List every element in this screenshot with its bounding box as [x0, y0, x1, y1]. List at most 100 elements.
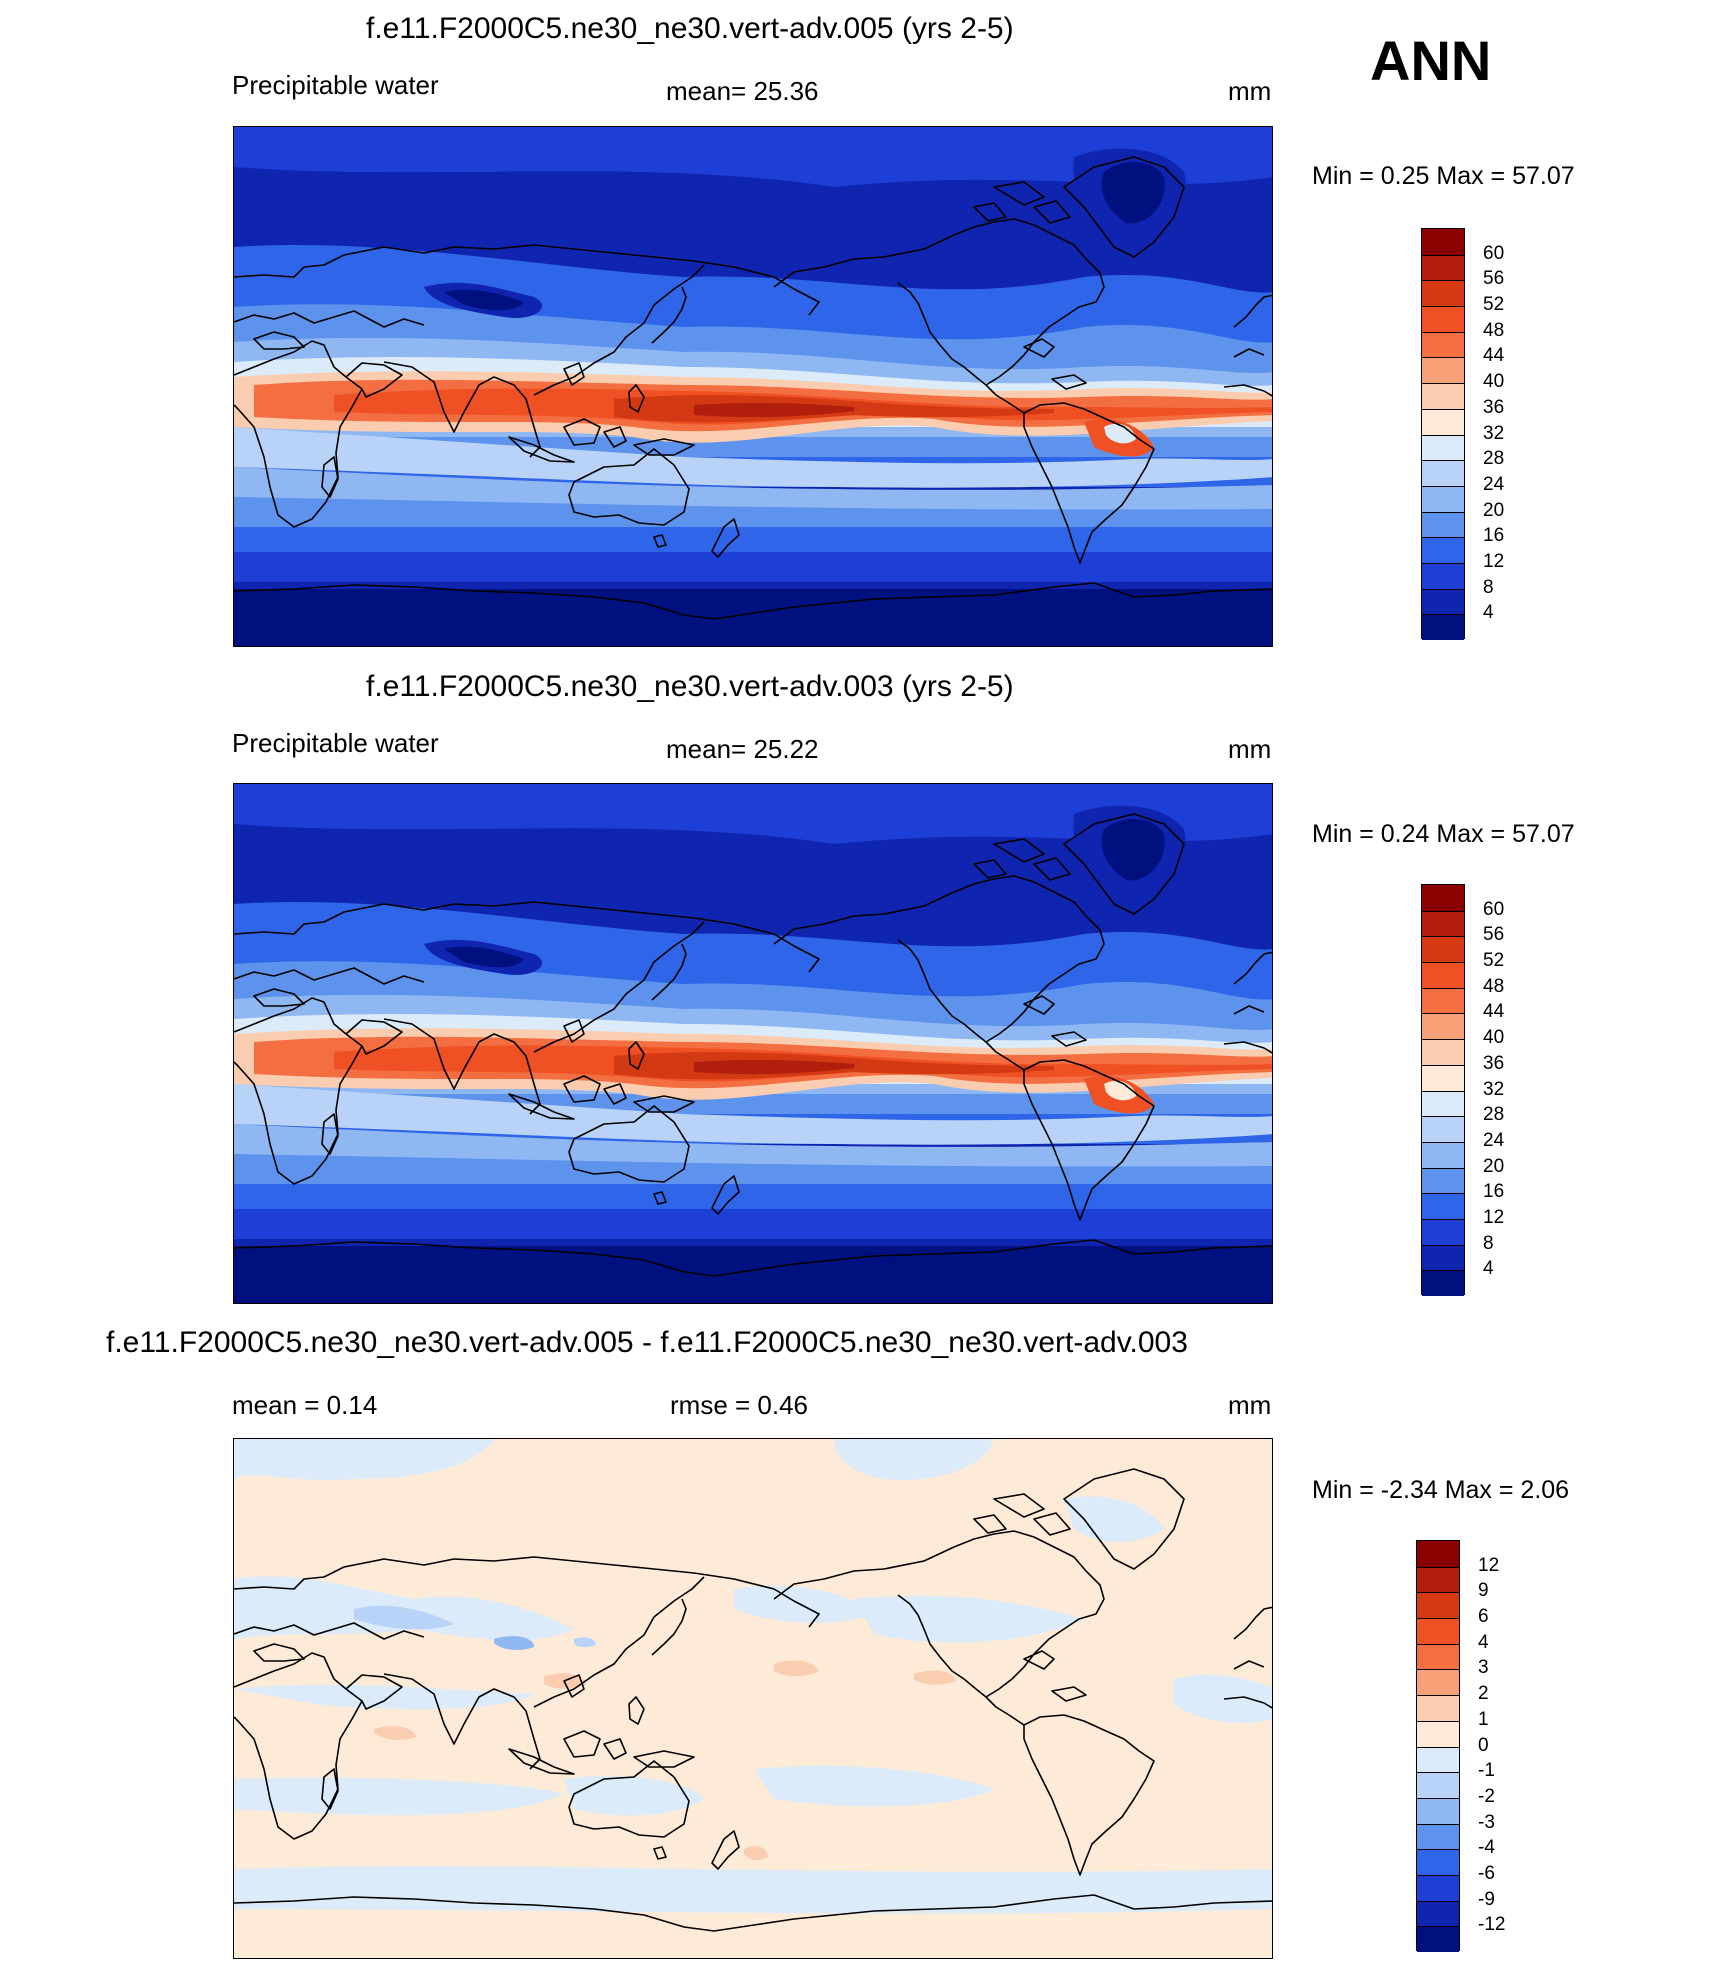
colorbar-box	[1416, 1540, 1460, 1952]
colorbar-swatch	[1422, 460, 1464, 486]
panel1-map	[233, 126, 1273, 647]
colorbar-swatch	[1422, 885, 1464, 911]
colorbar-swatch	[1422, 511, 1464, 538]
colorbar-swatch	[1417, 1720, 1459, 1747]
colorbar-swatch	[1422, 254, 1464, 281]
panel2-units-label: mm	[1228, 734, 1272, 764]
colorbar-swatch	[1422, 1039, 1464, 1065]
colorbar-label: 60	[1483, 898, 1505, 920]
colorbar-label: 2	[1478, 1683, 1489, 1705]
colorbar-label: -4	[1478, 1837, 1495, 1859]
colorbar-swatch	[1417, 1643, 1459, 1670]
colorbar-label: 56	[1483, 924, 1505, 946]
panel2-variable-label: Precipitable water	[232, 728, 439, 758]
colorbar-label: 36	[1483, 396, 1505, 418]
colorbar-label: -3	[1478, 1811, 1495, 1833]
colorbar-label: 40	[1483, 1027, 1505, 1049]
colorbar-label: 8	[1483, 1232, 1494, 1254]
panel2-title: f.e11.F2000C5.ne30_ne30.vert-adv.003 (yr…	[366, 670, 1014, 703]
panel3-mean-label: mean = 0.14	[232, 1390, 378, 1420]
colorbar-swatch	[1417, 1772, 1459, 1798]
colorbar-label: 60	[1483, 242, 1505, 264]
colorbar-swatch	[1422, 1141, 1464, 1168]
colorbar-label: -6	[1478, 1862, 1495, 1884]
colorbar-swatch	[1417, 1926, 1459, 1952]
colorbar-label: 28	[1483, 448, 1505, 470]
colorbar-label: 1	[1478, 1708, 1489, 1730]
colorbar-label: -9	[1478, 1888, 1495, 1910]
colorbar-label: 12	[1483, 550, 1505, 572]
colorbar-label: 36	[1483, 1052, 1505, 1074]
colorbar-swatch	[1417, 1592, 1459, 1619]
colorbar-swatch	[1422, 229, 1464, 255]
colorbar-swatch	[1422, 434, 1464, 461]
colorbar-box	[1421, 884, 1465, 1296]
panel2-colorbar: 60 56 52 48 44 40 36 32 28 24 20 16 12 8 4	[1421, 884, 1504, 1296]
colorbar-swatch	[1422, 408, 1464, 435]
colorbar-swatch	[1422, 962, 1464, 988]
colorbar-swatch	[1417, 1797, 1459, 1824]
colorbar-label: -1	[1478, 1760, 1495, 1782]
panel1-minmax: Min = 0.25 Max = 57.07	[1312, 162, 1575, 190]
colorbar-label: 6	[1478, 1606, 1489, 1628]
colorbar-swatch	[1422, 562, 1464, 589]
colorbar-swatch	[1417, 1746, 1459, 1773]
colorbar-swatch	[1422, 1064, 1464, 1091]
colorbar-swatch	[1417, 1695, 1459, 1721]
colorbar-swatch	[1422, 588, 1464, 615]
colorbar-label: 20	[1483, 499, 1505, 521]
colorbar-label: 52	[1483, 950, 1505, 972]
colorbar-label: 28	[1483, 1104, 1505, 1126]
colorbar-swatch	[1422, 485, 1464, 512]
colorbar-swatch	[1422, 537, 1464, 563]
colorbar-swatch	[1417, 1566, 1459, 1593]
colorbar-label: 52	[1483, 294, 1505, 316]
colorbar-box	[1421, 228, 1465, 640]
colorbar-label: 32	[1483, 1078, 1505, 1100]
colorbar-swatch	[1422, 1090, 1464, 1117]
panel1-title: f.e11.F2000C5.ne30_ne30.vert-adv.005 (yr…	[366, 12, 1014, 45]
colorbar-label: 12	[1483, 1206, 1505, 1228]
colorbar-label: 56	[1483, 268, 1505, 290]
colorbar-swatch	[1422, 1013, 1464, 1040]
colorbar-swatch	[1422, 1218, 1464, 1245]
colorbar-label: 16	[1483, 525, 1505, 547]
colorbar-label: 48	[1483, 975, 1505, 997]
colorbar-label: 44	[1483, 345, 1505, 367]
colorbar-label: 32	[1483, 422, 1505, 444]
panel2-map	[233, 783, 1273, 1304]
panel1-variable-label: Precipitable water	[232, 70, 439, 100]
colorbar-label: 12	[1478, 1554, 1500, 1576]
colorbar-label: 3	[1478, 1657, 1489, 1679]
colorbar-label: 9	[1478, 1580, 1489, 1602]
colorbar-label: -2	[1478, 1785, 1495, 1807]
colorbar-swatch	[1422, 306, 1464, 332]
colorbar-label: -12	[1478, 1914, 1506, 1936]
colorbar-swatch	[1422, 1244, 1464, 1271]
panel3-colorbar: 12 9 6 4 3 2 1 0 -1 -2 -3 -4 -6 -9 -12	[1416, 1540, 1505, 1952]
colorbar-label: 16	[1483, 1181, 1505, 1203]
colorbar-swatch	[1417, 1823, 1459, 1850]
panel3-minmax: Min = -2.34 Max = 2.06	[1312, 1476, 1570, 1504]
season-label: ANN	[1370, 29, 1492, 92]
panel3-units-label: mm	[1228, 1390, 1272, 1420]
colorbar-label: 4	[1478, 1631, 1489, 1653]
colorbar-swatch	[1417, 1618, 1459, 1644]
colorbar-swatch	[1422, 280, 1464, 307]
colorbar-label: 4	[1483, 602, 1494, 624]
colorbar-swatch	[1422, 383, 1464, 409]
panel1-mean-label: mean= 25.36	[666, 76, 819, 106]
panel2-minmax: Min = 0.24 Max = 57.07	[1312, 820, 1575, 848]
colorbar-swatch	[1422, 910, 1464, 937]
colorbar-swatch	[1417, 1874, 1459, 1901]
colorbar-swatch	[1422, 1116, 1464, 1142]
colorbar-label: 48	[1483, 319, 1505, 341]
colorbar-label: 8	[1483, 576, 1494, 598]
colorbar-swatch	[1422, 987, 1464, 1014]
colorbar-label: 4	[1483, 1258, 1494, 1280]
colorbar-label: 40	[1483, 371, 1505, 393]
colorbar-label: 24	[1483, 1129, 1505, 1151]
panel2-mean-label: mean= 25.22	[666, 734, 819, 764]
colorbar-label: 0	[1478, 1734, 1489, 1756]
colorbar-swatch	[1417, 1849, 1459, 1875]
